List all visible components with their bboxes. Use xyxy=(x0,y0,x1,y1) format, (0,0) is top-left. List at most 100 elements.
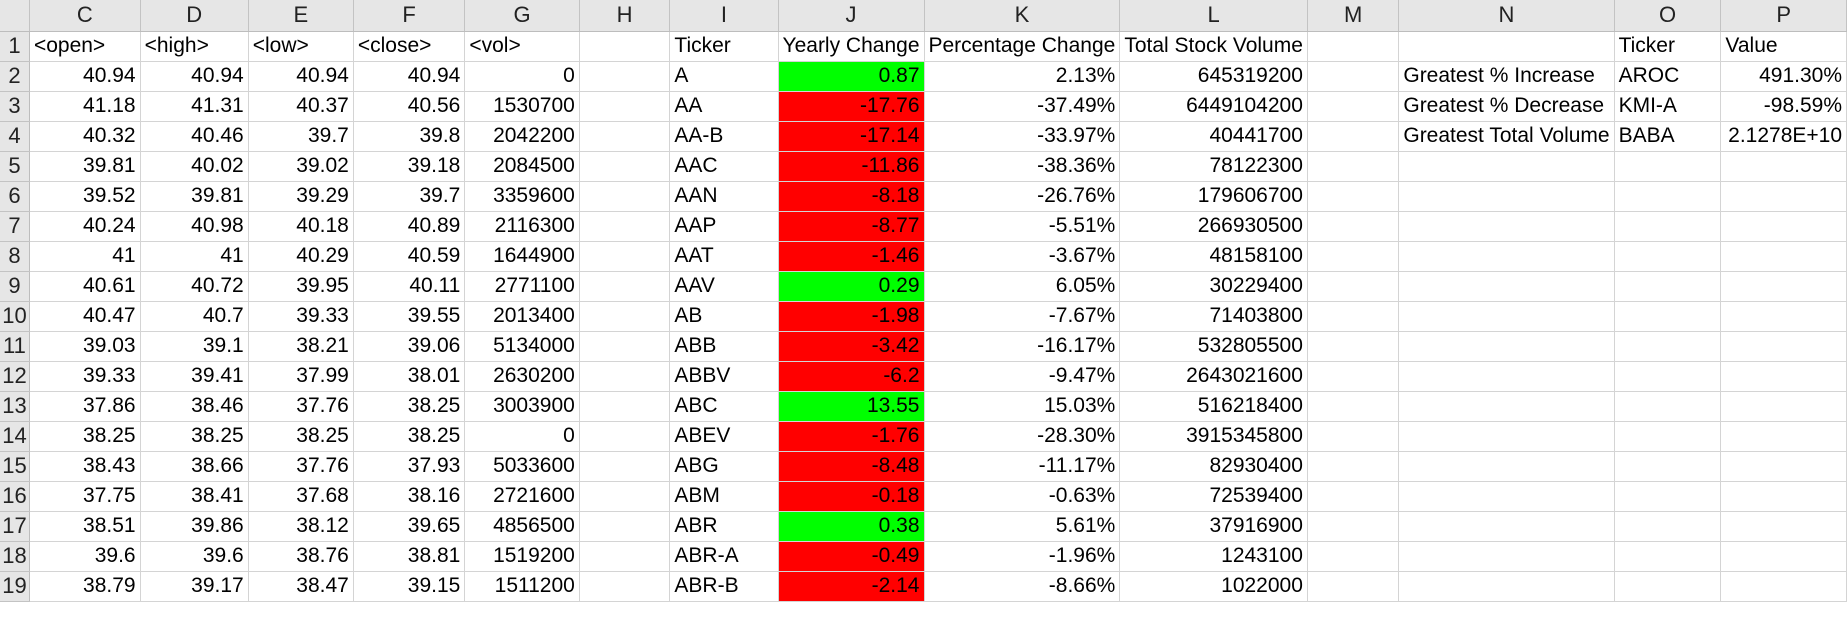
cell-percentage-change[interactable]: -28.30% xyxy=(924,421,1121,452)
cell-empty[interactable] xyxy=(579,361,671,392)
cell-vol[interactable]: 0 xyxy=(464,61,580,92)
cell-open-header[interactable]: <open> xyxy=(29,31,141,62)
cell-total-volume[interactable]: 6449104200 xyxy=(1119,91,1308,122)
cell-empty[interactable] xyxy=(1307,271,1400,302)
cell-low[interactable]: 40.29 xyxy=(248,241,354,272)
cell-empty[interactable] xyxy=(1398,31,1615,62)
cell-close-header[interactable]: <close> xyxy=(353,31,466,62)
cell-high[interactable]: 39.41 xyxy=(140,361,249,392)
cell-vol[interactable]: 1511200 xyxy=(464,571,580,602)
cell-vol[interactable]: 2013400 xyxy=(464,301,580,332)
cell-summary-value-header[interactable]: Value xyxy=(1720,31,1847,62)
cell-vol[interactable]: 0 xyxy=(464,421,580,452)
cell-yearly-change[interactable]: -17.14 xyxy=(778,121,925,152)
cell-ticker[interactable]: ABM xyxy=(669,481,779,512)
cell-summary-value[interactable] xyxy=(1720,301,1847,332)
cell-high[interactable]: 38.66 xyxy=(140,451,249,482)
cell-empty[interactable] xyxy=(579,91,671,122)
cell-high[interactable]: 40.72 xyxy=(140,271,249,302)
cell-empty[interactable] xyxy=(579,541,671,572)
row-header[interactable]: 10 xyxy=(0,301,30,332)
cell-yearly-change[interactable]: -8.18 xyxy=(778,181,925,212)
cell-empty[interactable] xyxy=(579,271,671,302)
cell-vol[interactable]: 2721600 xyxy=(464,481,580,512)
cell-ticker[interactable]: AAC xyxy=(669,151,779,182)
cell-ticker[interactable]: AB xyxy=(669,301,779,332)
cell-total-volume[interactable]: 179606700 xyxy=(1119,181,1308,212)
cell-open[interactable]: 40.94 xyxy=(29,61,141,92)
cell-percentage-change[interactable]: -3.67% xyxy=(924,241,1121,272)
column-header-j[interactable]: J xyxy=(778,0,925,32)
cell-summary-ticker[interactable] xyxy=(1614,361,1722,392)
cell-high[interactable]: 39.17 xyxy=(140,571,249,602)
cell-open[interactable]: 40.47 xyxy=(29,301,141,332)
cell-close[interactable]: 40.94 xyxy=(353,61,466,92)
cell-empty[interactable] xyxy=(579,481,671,512)
cell-high[interactable]: 40.98 xyxy=(140,211,249,242)
cell-total-volume[interactable]: 3915345800 xyxy=(1119,421,1308,452)
cell-summary-value[interactable] xyxy=(1720,451,1847,482)
cell-open[interactable]: 39.03 xyxy=(29,331,141,362)
column-header-p[interactable]: P xyxy=(1720,0,1847,32)
cell-summary-ticker[interactable] xyxy=(1614,571,1722,602)
cell-low[interactable]: 38.47 xyxy=(248,571,354,602)
cell-yearly-change[interactable]: -1.98 xyxy=(778,301,925,332)
cell-ticker[interactable]: AA xyxy=(669,91,779,122)
cell-total-volume[interactable]: 82930400 xyxy=(1119,451,1308,482)
cell-empty[interactable] xyxy=(579,181,671,212)
cell-close[interactable]: 39.65 xyxy=(353,511,466,542)
row-header[interactable]: 4 xyxy=(0,121,30,152)
column-header-f[interactable]: F xyxy=(353,0,466,32)
column-header-n[interactable]: N xyxy=(1398,0,1615,32)
cell-ticker[interactable]: ABR-B xyxy=(669,571,779,602)
cell-percentage-change[interactable]: 6.05% xyxy=(924,271,1121,302)
cell-total-volume[interactable]: 1022000 xyxy=(1119,571,1308,602)
cell-summary-value[interactable] xyxy=(1720,241,1847,272)
cell-summary-label[interactable] xyxy=(1398,181,1615,212)
column-header-d[interactable]: D xyxy=(140,0,249,32)
cell-open[interactable]: 39.81 xyxy=(29,151,141,182)
cell-open[interactable]: 40.61 xyxy=(29,271,141,302)
cell-high[interactable]: 40.46 xyxy=(140,121,249,152)
cell-high[interactable]: 39.81 xyxy=(140,181,249,212)
cell-vol[interactable]: 1644900 xyxy=(464,241,580,272)
cell-empty[interactable] xyxy=(1307,181,1400,212)
cell-empty[interactable] xyxy=(579,331,671,362)
cell-empty[interactable] xyxy=(1307,61,1400,92)
row-header[interactable]: 2 xyxy=(0,61,30,92)
cell-yearly-change[interactable]: -0.18 xyxy=(778,481,925,512)
cell-empty[interactable] xyxy=(579,211,671,242)
cell-high[interactable]: 40.02 xyxy=(140,151,249,182)
cell-vol-header[interactable]: <vol> xyxy=(464,31,580,62)
cell-open[interactable]: 39.52 xyxy=(29,181,141,212)
cell-low[interactable]: 39.7 xyxy=(248,121,354,152)
cell-summary-value[interactable] xyxy=(1720,181,1847,212)
cell-ticker[interactable]: ABEV xyxy=(669,421,779,452)
cell-percentage-change[interactable]: -16.17% xyxy=(924,331,1121,362)
cell-vol[interactable]: 5134000 xyxy=(464,331,580,362)
cell-high[interactable]: 41.31 xyxy=(140,91,249,122)
cell-empty[interactable] xyxy=(1307,241,1400,272)
row-header[interactable]: 19 xyxy=(0,571,30,602)
cell-ticker-header[interactable]: Ticker xyxy=(669,31,779,62)
cell-empty[interactable] xyxy=(1307,421,1400,452)
cell-open[interactable]: 41 xyxy=(29,241,141,272)
cell-percentage-change[interactable]: -11.17% xyxy=(924,451,1121,482)
cell-high[interactable]: 39.1 xyxy=(140,331,249,362)
cell-high-header[interactable]: <high> xyxy=(140,31,249,62)
cell-empty[interactable] xyxy=(1307,121,1400,152)
row-header[interactable]: 7 xyxy=(0,211,30,242)
cell-empty[interactable] xyxy=(1307,91,1400,122)
cell-empty[interactable] xyxy=(579,301,671,332)
cell-percentage-change[interactable]: -33.97% xyxy=(924,121,1121,152)
cell-summary-value[interactable] xyxy=(1720,361,1847,392)
cell-summary-ticker[interactable] xyxy=(1614,511,1722,542)
cell-summary-label[interactable] xyxy=(1398,481,1615,512)
cell-percentage-change[interactable]: 2.13% xyxy=(924,61,1121,92)
cell-ticker[interactable]: AA-B xyxy=(669,121,779,152)
cell-summary-value[interactable]: 2.1278E+10 xyxy=(1720,121,1847,152)
row-header[interactable]: 3 xyxy=(0,91,30,122)
row-header[interactable]: 17 xyxy=(0,511,30,542)
cell-empty[interactable] xyxy=(1307,361,1400,392)
column-header-i[interactable]: I xyxy=(669,0,779,32)
